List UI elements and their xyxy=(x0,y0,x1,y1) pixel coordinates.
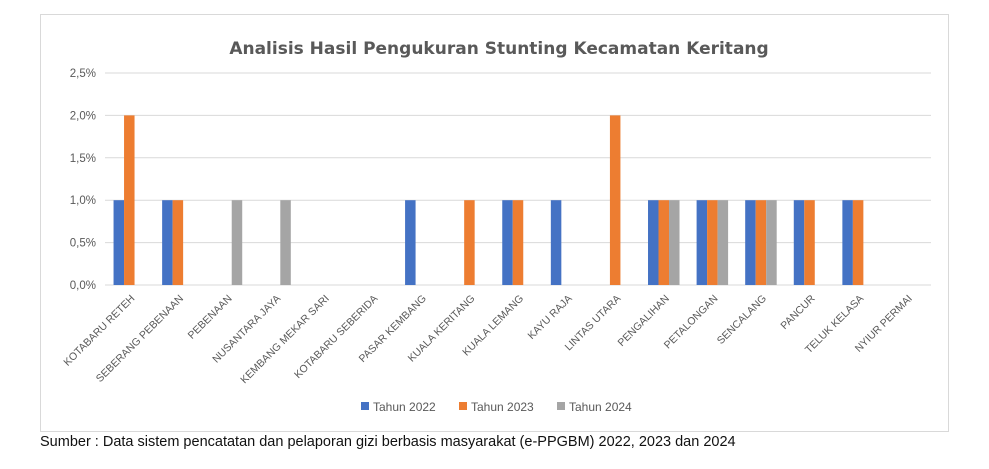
chart-title: Analisis Hasil Pengukuran Stunting Kecam… xyxy=(229,39,768,59)
y-tick-label: 2,5% xyxy=(70,68,96,80)
bar xyxy=(502,200,513,285)
x-tick-label: KEMBANG MEKAR SARI xyxy=(238,293,331,386)
chart-container: Analisis Hasil Pengukuran Stunting Kecam… xyxy=(40,14,949,432)
bar xyxy=(280,200,291,285)
legend-swatch xyxy=(557,402,565,410)
bar xyxy=(464,200,475,285)
legend-swatch xyxy=(459,402,467,410)
y-tick-label: 2,0% xyxy=(70,110,96,122)
bar xyxy=(669,200,680,285)
legend-label: Tahun 2024 xyxy=(569,400,632,414)
bar xyxy=(609,115,621,286)
bar xyxy=(755,200,767,285)
x-tick-label: KAYU RAJA xyxy=(526,293,575,342)
bar xyxy=(745,200,756,285)
source-note: Sumber : Data sistem pencatatan dan pela… xyxy=(40,434,736,450)
y-tick-label: 1,0% xyxy=(70,195,96,207)
y-axis-ticks: 0,0% 0,5% 1,0% 1,5% 2,0% 2,5% xyxy=(70,68,96,292)
bar xyxy=(648,200,659,285)
x-tick-label: SEBERANG PEBENAAN xyxy=(94,293,186,385)
bars xyxy=(113,115,864,286)
y-tick-label: 0,5% xyxy=(70,238,96,250)
legend-label: Tahun 2023 xyxy=(471,400,534,414)
y-tick-label: 0,0% xyxy=(70,280,96,292)
bar xyxy=(162,200,173,285)
x-tick-label: KOTABARU SEBERIDA xyxy=(292,293,380,381)
bar xyxy=(852,200,864,285)
bar xyxy=(717,200,729,285)
legend: Tahun 2022 Tahun 2023 Tahun 2024 xyxy=(361,400,632,414)
bar xyxy=(804,200,815,285)
bar-chart: Analisis Hasil Pengukuran Stunting Kecam… xyxy=(61,39,931,414)
bar xyxy=(550,200,562,285)
bar xyxy=(172,200,184,285)
x-tick-label: PANCUR xyxy=(778,292,818,332)
bar xyxy=(658,200,670,285)
legend-label: Tahun 2022 xyxy=(373,400,436,414)
bar xyxy=(405,200,416,285)
bar xyxy=(512,200,524,285)
bar xyxy=(113,200,125,285)
bar xyxy=(707,200,718,285)
bar xyxy=(696,200,708,285)
bar xyxy=(793,200,805,285)
x-tick-label: PEBENAAN xyxy=(186,293,235,342)
bar xyxy=(766,200,777,285)
legend-swatch xyxy=(361,402,369,410)
bar xyxy=(124,115,135,286)
bar xyxy=(842,200,853,285)
y-tick-label: 1,5% xyxy=(70,153,96,165)
x-tick-label: SENCALANG xyxy=(715,293,769,347)
bar xyxy=(231,200,243,285)
